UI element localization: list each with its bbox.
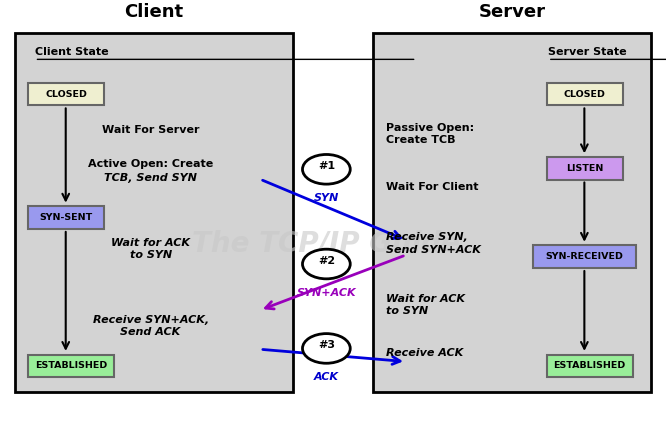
FancyBboxPatch shape	[28, 354, 114, 377]
Text: Receive SYN,: Receive SYN,	[386, 232, 468, 242]
Text: Receive ACK: Receive ACK	[386, 348, 464, 357]
Text: Send ACK: Send ACK	[121, 327, 180, 337]
Text: Server State: Server State	[548, 47, 627, 57]
Text: to SYN: to SYN	[130, 250, 172, 260]
Circle shape	[302, 334, 350, 363]
Circle shape	[302, 155, 350, 184]
Text: Create TCB: Create TCB	[386, 135, 456, 146]
Text: SYN-RECEIVED: SYN-RECEIVED	[545, 252, 623, 261]
Text: ACK: ACK	[314, 372, 339, 382]
Text: Server: Server	[479, 3, 545, 21]
Text: #1: #1	[318, 161, 335, 171]
Text: LISTEN: LISTEN	[566, 164, 603, 173]
Text: SYN+ACK: SYN+ACK	[296, 288, 356, 298]
Text: Passive Open:: Passive Open:	[386, 123, 474, 133]
FancyBboxPatch shape	[547, 354, 633, 377]
Text: Wait For Client: Wait For Client	[386, 181, 479, 192]
Text: Wait for ACK: Wait for ACK	[386, 294, 465, 304]
FancyBboxPatch shape	[547, 83, 623, 106]
FancyBboxPatch shape	[28, 206, 104, 229]
Text: Wait for ACK: Wait for ACK	[111, 239, 190, 248]
Text: TCB, Send SYN: TCB, Send SYN	[104, 173, 197, 183]
Text: to SYN: to SYN	[386, 306, 428, 317]
FancyBboxPatch shape	[533, 245, 636, 268]
Text: #3: #3	[318, 340, 335, 350]
Text: SYN-SENT: SYN-SENT	[39, 213, 93, 222]
Text: Send SYN+ACK: Send SYN+ACK	[386, 245, 481, 255]
Text: Receive SYN+ACK,: Receive SYN+ACK,	[93, 315, 208, 325]
Circle shape	[302, 249, 350, 279]
Text: Wait For Server: Wait For Server	[102, 125, 199, 135]
FancyBboxPatch shape	[15, 33, 293, 391]
FancyBboxPatch shape	[373, 33, 651, 391]
Text: Client: Client	[125, 3, 184, 21]
Text: Active Open: Create: Active Open: Create	[88, 159, 213, 170]
Text: ESTABLISHED: ESTABLISHED	[35, 361, 107, 371]
Text: The TCP/IP Guide: The TCP/IP Guide	[192, 230, 460, 257]
Text: CLOSED: CLOSED	[45, 89, 87, 99]
Text: Client State: Client State	[35, 47, 108, 57]
Text: SYN: SYN	[314, 193, 339, 203]
FancyBboxPatch shape	[547, 157, 623, 180]
Text: CLOSED: CLOSED	[563, 89, 605, 99]
Text: #2: #2	[318, 256, 335, 266]
Text: ESTABLISHED: ESTABLISHED	[553, 361, 626, 371]
FancyBboxPatch shape	[28, 83, 104, 106]
